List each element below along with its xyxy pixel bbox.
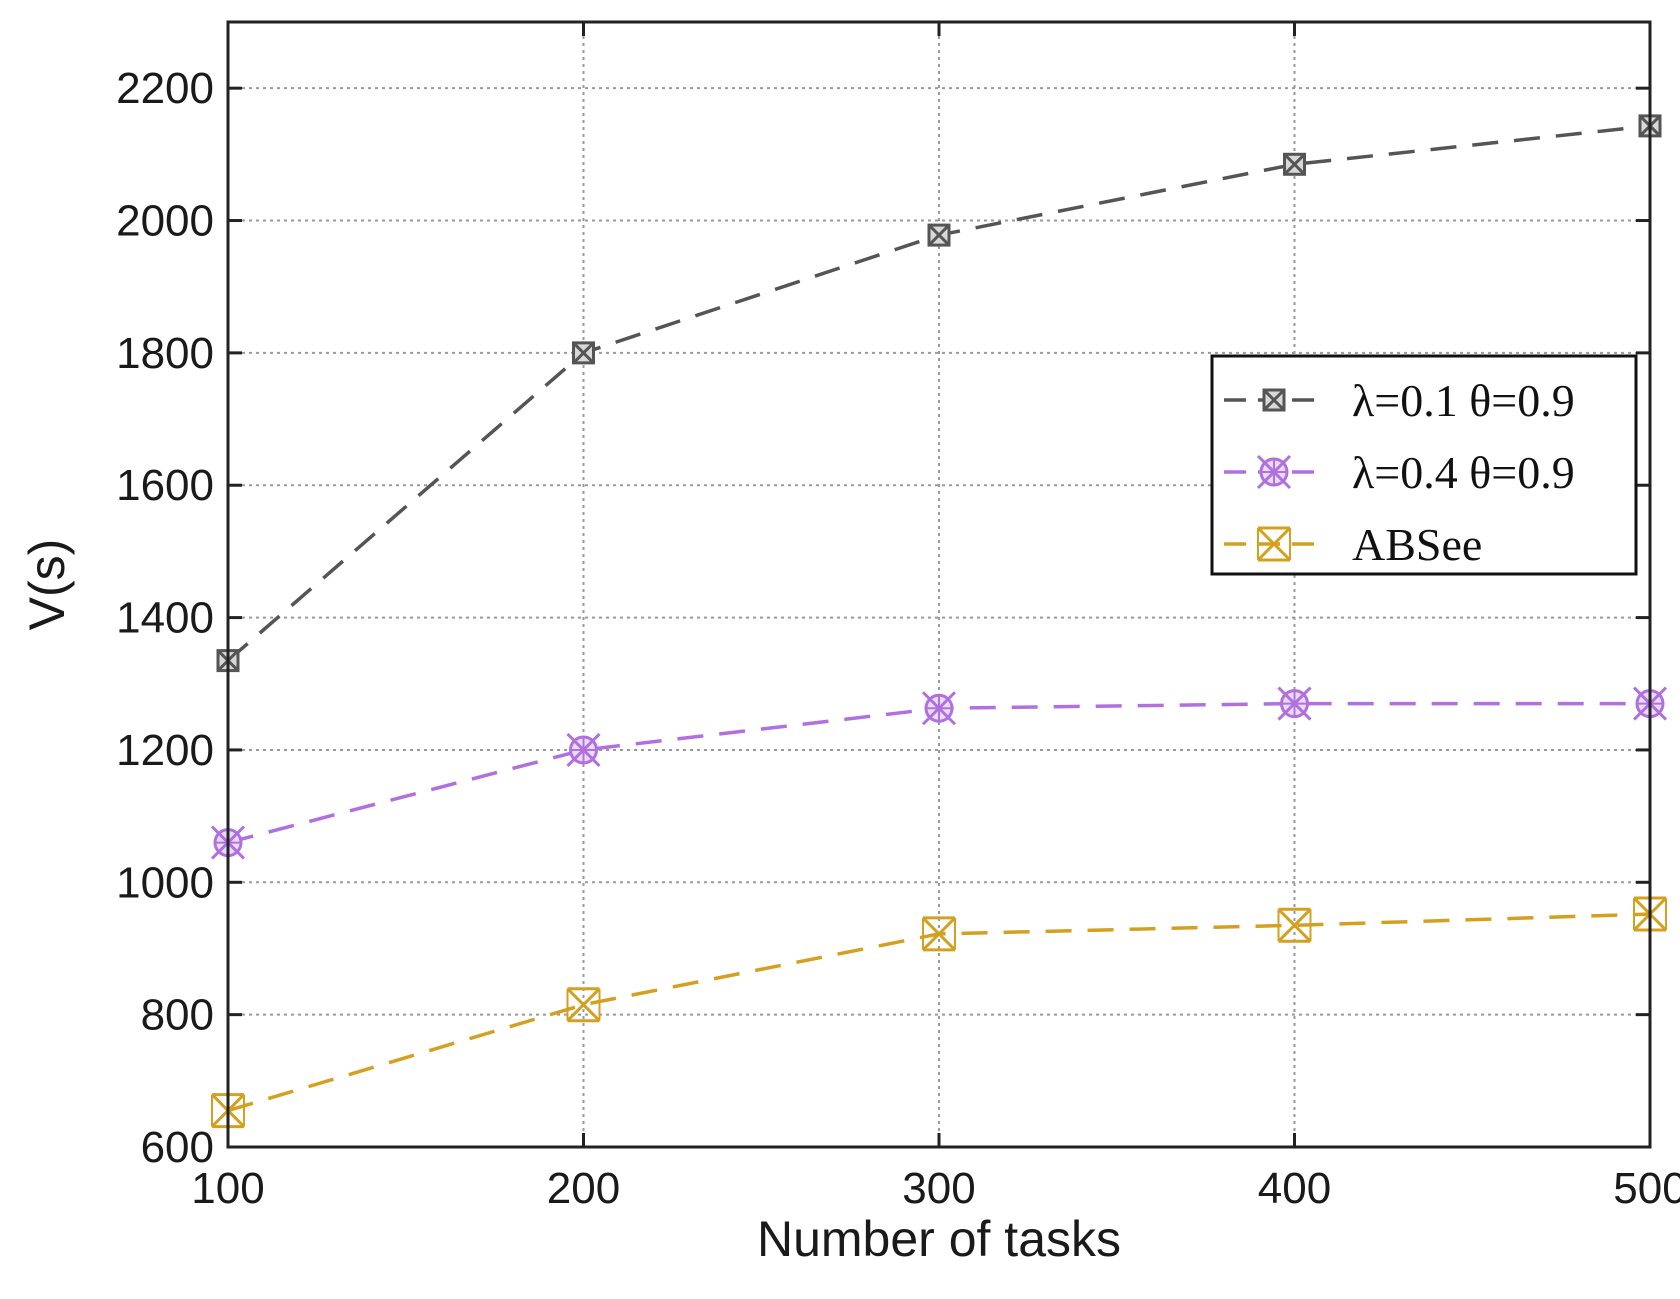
legend-entry: λ=0.1 θ=0.9	[1224, 375, 1575, 426]
y-tick-labels: 600 800 1000 1200 1400 1600 1800 2000 2200	[116, 64, 214, 1172]
grid	[227, 22, 1651, 1148]
data-point-series-2	[921, 691, 957, 726]
x-tick-label: 100	[191, 1164, 264, 1213]
data-point-series-1	[927, 223, 951, 247]
data-point-series-3	[1277, 907, 1312, 943]
legend-swatch-marker	[1256, 454, 1292, 490]
legend-label: λ=0.1 θ=0.9	[1352, 375, 1575, 426]
y-tick-label: 1200	[116, 726, 214, 775]
x-tick-label: 500	[1613, 1164, 1680, 1213]
y-tick-label: 800	[141, 991, 214, 1040]
y-tick-label: 1000	[116, 858, 214, 907]
y-axis-title: V(s)	[19, 539, 75, 631]
y-tick-label: 600	[141, 1123, 214, 1172]
x-tick-label: 200	[547, 1164, 620, 1213]
axis-ticks	[226, 22, 1652, 1149]
data-point-series-3	[566, 987, 601, 1023]
data-point-series-2	[1277, 686, 1312, 721]
legend-entry: λ=0.4 θ=0.9	[1224, 447, 1575, 498]
data-point-series-3	[921, 916, 957, 952]
x-tick-label: 400	[1258, 1164, 1331, 1213]
legend: λ=0.1 θ=0.9 λ=0.4 θ=0.9 ABSee	[1210, 354, 1638, 576]
y-tick-label: 1600	[116, 461, 214, 510]
data-point-series-1	[572, 341, 595, 365]
legend-label: ABSee	[1352, 519, 1482, 570]
y-tick-label: 1400	[116, 594, 214, 643]
legend-label: λ=0.4 θ=0.9	[1352, 447, 1575, 498]
data-point-series-1	[1283, 152, 1306, 176]
y-tick-label: 1800	[116, 329, 214, 378]
y-tick-label: 2000	[116, 197, 214, 246]
y-tick-label: 2200	[116, 64, 214, 113]
legend-entry: ABSee	[1224, 519, 1482, 570]
x-tick-label: 300	[902, 1164, 975, 1213]
legend-swatch-marker	[1256, 526, 1292, 562]
x-tick-labels: 100 200 300 400 500	[191, 1164, 1680, 1213]
legend-swatch-marker	[1262, 388, 1286, 412]
data-point-series-2	[566, 732, 601, 768]
x-axis-title: Number of tasks	[757, 1211, 1121, 1267]
